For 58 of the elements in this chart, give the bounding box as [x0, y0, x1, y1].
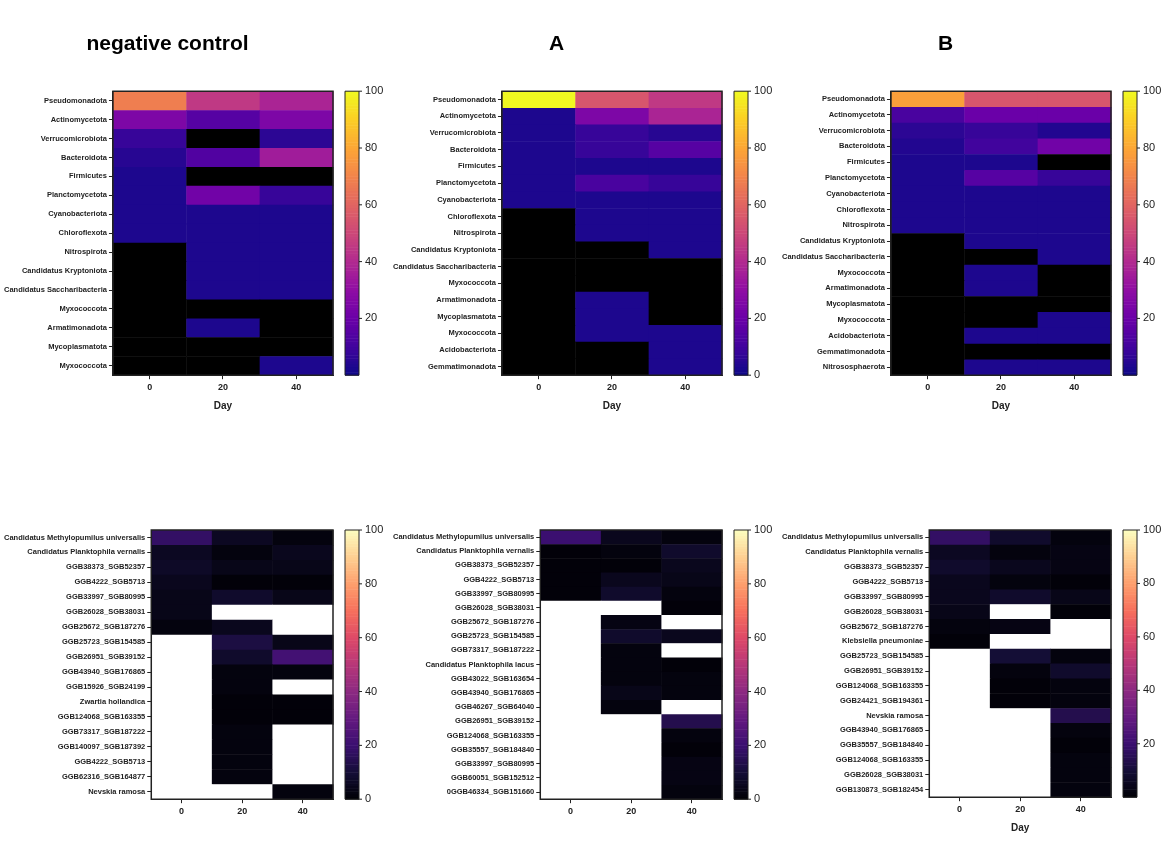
x-tick-label: 20 [1015, 804, 1026, 815]
color-bar-label: 40 [1143, 254, 1156, 267]
color-bar-label: 0 [754, 792, 761, 805]
color-bar-label: 60 [365, 197, 378, 210]
x-tick-label: 0 [179, 806, 185, 817]
color-bar-label: 100 [1143, 523, 1162, 536]
chart-title: A [548, 31, 565, 55]
color-bar-label: 80 [754, 141, 767, 154]
color-bar-label: 100 [1143, 84, 1162, 97]
x-tick-label: 20 [606, 382, 617, 393]
x-tick-label: 0 [957, 804, 963, 815]
x-tick-label: 20 [217, 382, 228, 393]
x-axis-title: Day [213, 399, 233, 411]
x-tick-label: 0 [568, 806, 574, 817]
x-tick-label: 0 [147, 382, 153, 393]
color-bar-label: 20 [754, 738, 767, 751]
x-tick-label: 0 [536, 382, 542, 393]
color-bar-label: 80 [365, 141, 378, 154]
x-tick-label: 40 [680, 382, 691, 393]
color-bar-label: 80 [1143, 576, 1156, 589]
color-bar-label: 60 [754, 197, 767, 210]
x-tick-label: 20 [626, 806, 637, 817]
x-tick-label: 40 [1075, 804, 1086, 815]
color-bar-label: 20 [365, 311, 378, 324]
color-bar-label: 60 [754, 630, 767, 643]
chart-title: B [937, 31, 954, 55]
chart-title: negative control [86, 31, 249, 55]
x-tick-label: 40 [1069, 382, 1080, 393]
x-tick-label: 40 [686, 806, 697, 817]
color-bar-label: 20 [1143, 736, 1156, 749]
color-bar-label: 100 [365, 84, 384, 97]
color-bar-label: 100 [754, 523, 773, 536]
x-axis-title: Day [602, 399, 622, 411]
color-bar-label: 80 [365, 576, 378, 589]
color-bar-label: 40 [365, 254, 378, 267]
color-bar-label: 80 [1143, 141, 1156, 154]
x-axis-title: Day [1010, 821, 1030, 833]
x-axis-title: Day [991, 399, 1011, 411]
color-bar-label: 40 [754, 684, 767, 697]
color-bar-label: 40 [1143, 683, 1156, 696]
color-bar-label: 20 [754, 311, 767, 324]
color-bar-label: 0 [365, 792, 372, 805]
color-bar-label: 60 [365, 630, 378, 643]
x-tick-label: 0 [925, 382, 931, 393]
color-bar-label: 80 [754, 576, 767, 589]
color-bar-label: 20 [365, 738, 378, 751]
color-bar-label: 60 [1143, 629, 1156, 642]
color-bar-label: 40 [754, 254, 767, 267]
x-tick-label: 40 [291, 382, 302, 393]
color-bar-label: 20 [1143, 311, 1156, 324]
color-bar-label: 100 [754, 84, 773, 97]
color-bar-label: 0 [754, 368, 761, 381]
color-bar-label: 40 [365, 684, 378, 697]
color-bar-label: 100 [365, 523, 384, 536]
x-tick-label: 20 [995, 382, 1006, 393]
x-tick-label: 20 [237, 806, 248, 817]
x-tick-label: 40 [297, 806, 308, 817]
color-bar-label: 60 [1143, 197, 1156, 210]
